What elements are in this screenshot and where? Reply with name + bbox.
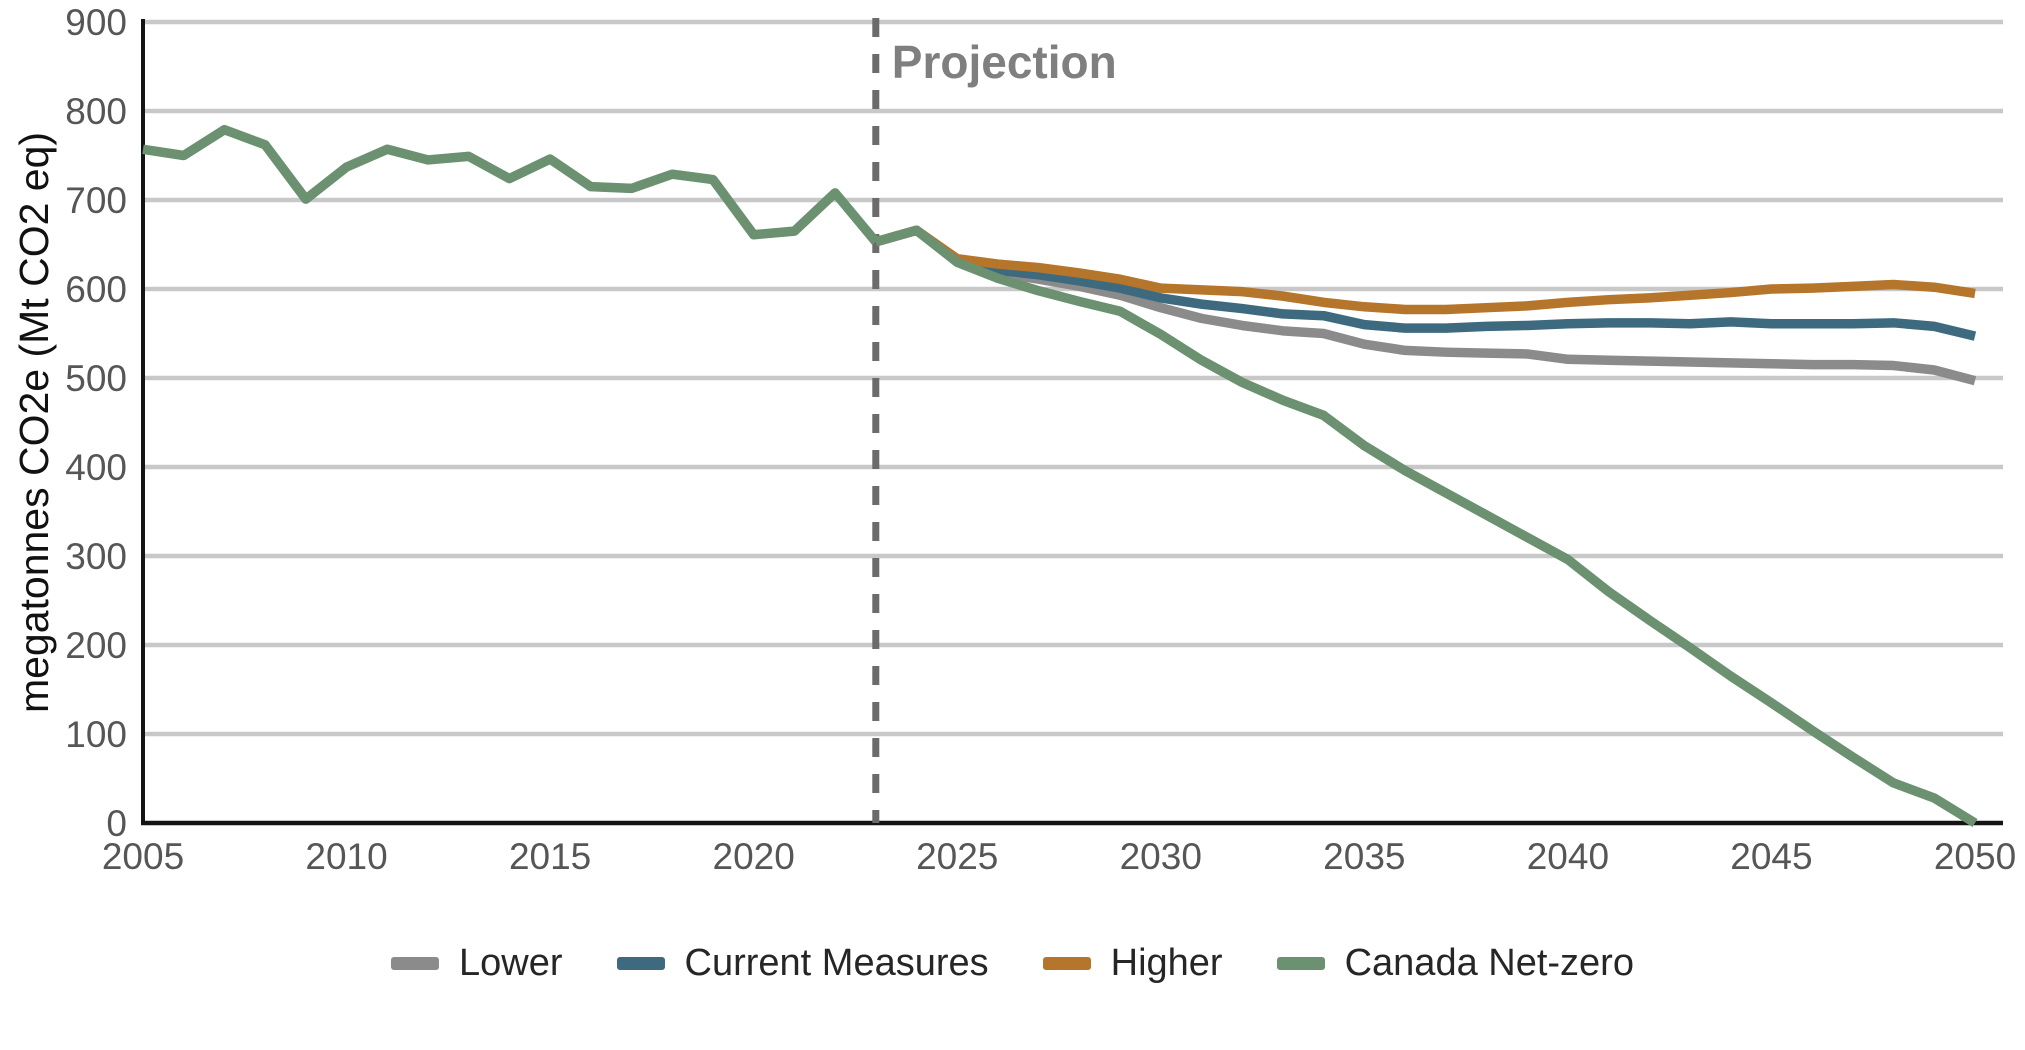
y-tick-label-800: 800: [65, 91, 127, 132]
projection-label: Projection: [892, 36, 1117, 88]
lower-swatch-icon: [391, 956, 440, 970]
legend-item-lower: Lower: [391, 942, 563, 985]
x-tick-label-2045: 2045: [1730, 836, 1812, 877]
x-tick-label-2020: 2020: [713, 836, 795, 877]
series-line-canada-net-zero: [874, 225, 1978, 828]
higher-swatch-icon: [1042, 956, 1091, 970]
y-tick-label-900: 900: [65, 2, 127, 43]
x-tick-label-2005: 2005: [102, 836, 184, 877]
y-tick-label-300: 300: [65, 536, 127, 577]
y-tick-label-200: 200: [65, 625, 127, 666]
y-tick-label-100: 100: [65, 714, 127, 755]
x-tick-label-2030: 2030: [1120, 836, 1202, 877]
x-tick-label-2050: 2050: [1934, 836, 2016, 877]
y-axis-title: megatonnes CO2e (Mt CO2 eq): [11, 132, 57, 713]
x-tick-label-2025: 2025: [916, 836, 998, 877]
x-tick-label-2015: 2015: [509, 836, 591, 877]
legend-label-current-measures: Current Measures: [684, 941, 989, 984]
legend-item-higher: Higher: [1042, 941, 1223, 985]
canada-net-zero-swatch-icon: [1276, 956, 1325, 970]
y-tick-label-0: 0: [106, 803, 127, 844]
x-tick-label-2035: 2035: [1323, 836, 1405, 877]
y-tick-label-700: 700: [65, 180, 127, 221]
legend-item-canada-net-zero: Canada Net-zero: [1276, 941, 1634, 985]
series-line-lower: [874, 225, 1977, 386]
y-tick-label-600: 600: [65, 269, 127, 310]
legend-label-higher: Higher: [1110, 941, 1223, 984]
legend-item-current-measures: Current Measures: [616, 941, 989, 985]
legend-label-canada-net-zero: Canada Net-zero: [1344, 941, 1634, 984]
emissions-line-chart: 0 100 200 300 400 500 600 700 800 900 2005 2010 2015…: [11, 2, 2016, 877]
series-line-higher: [874, 225, 1976, 315]
chart-legend: Lower Current Measures Higher Canada Net…: [0, 938, 2025, 988]
y-tick-label-400: 400: [65, 447, 127, 488]
series-line-historical: [142, 124, 880, 245]
series-line-current-measures: [874, 225, 1977, 341]
current-measures-swatch-icon: [616, 956, 665, 970]
x-tick-label-2040: 2040: [1527, 836, 1609, 877]
y-tick-label-500: 500: [65, 358, 127, 399]
legend-label-lower: Lower: [459, 941, 563, 984]
x-tick-label-2010: 2010: [305, 836, 387, 877]
